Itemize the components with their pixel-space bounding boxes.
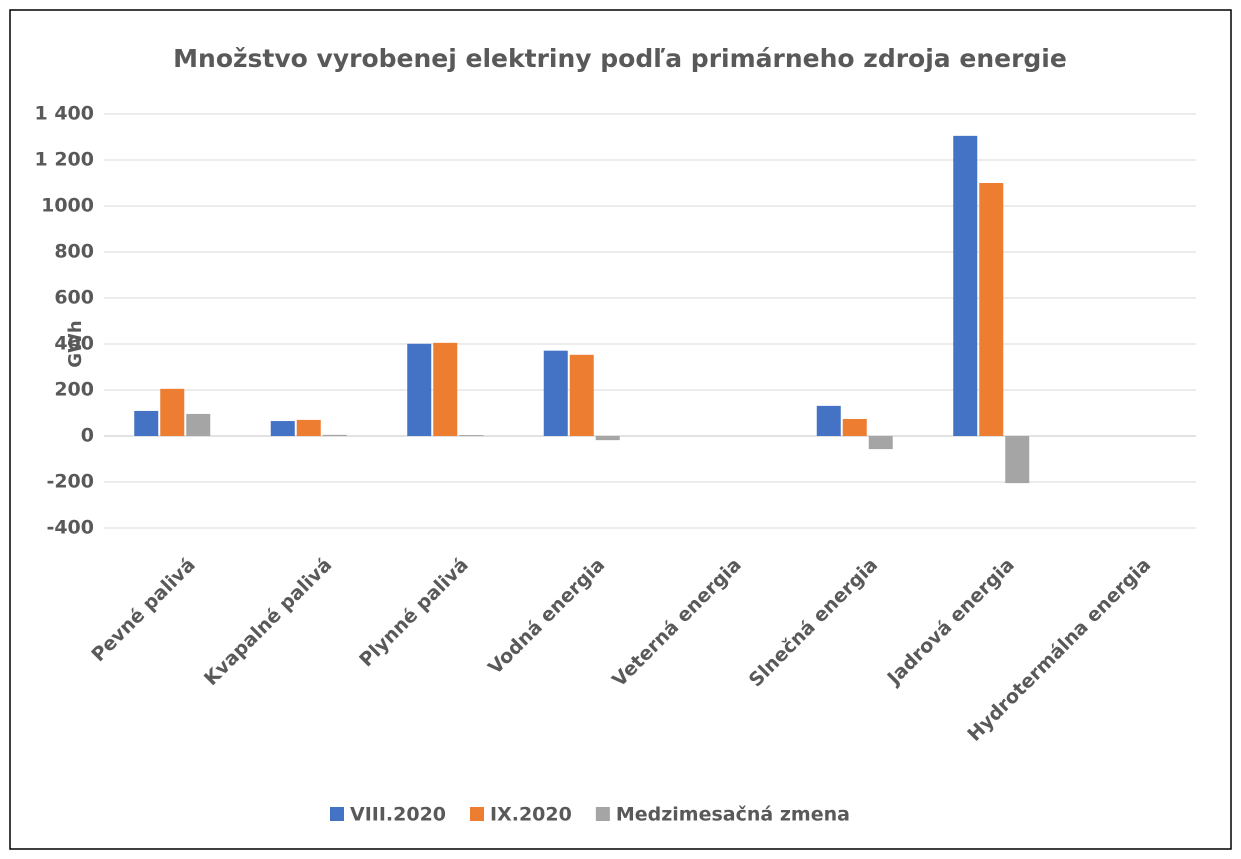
chart-title: Množstvo vyrobenej elektriny podľa primá… <box>173 44 1067 73</box>
bar <box>322 434 347 436</box>
legend-swatch <box>470 807 485 821</box>
bar <box>868 436 893 450</box>
y-tick-label: 1 200 <box>35 149 95 171</box>
y-tick-label: 200 <box>54 379 94 401</box>
bar <box>543 350 568 436</box>
bar <box>979 183 1004 436</box>
y-tick-label: 0 <box>81 425 94 447</box>
bar <box>407 343 432 436</box>
bar <box>569 354 594 436</box>
bar <box>953 135 978 436</box>
y-tick-label: 600 <box>54 287 94 309</box>
bar <box>595 436 620 441</box>
bar <box>433 342 458 436</box>
bar <box>160 388 185 436</box>
bar <box>459 435 484 436</box>
y-axis-label: GWh <box>65 320 86 367</box>
bar <box>186 413 211 436</box>
bar <box>296 419 321 436</box>
bar <box>270 421 295 436</box>
bar <box>1005 436 1030 484</box>
y-tick-label: 800 <box>54 241 94 263</box>
legend-label: VIII.2020 <box>350 804 446 826</box>
bar <box>134 410 159 436</box>
legend-swatch <box>330 807 344 821</box>
legend-label: Medzimesačná zmena <box>616 804 850 826</box>
y-tick-label: -400 <box>46 517 94 539</box>
y-tick-label: 400 <box>54 333 94 355</box>
bar <box>816 405 841 436</box>
y-tick-label: 1000 <box>41 195 94 217</box>
y-tick-label: -200 <box>46 471 94 493</box>
bar <box>842 418 867 436</box>
chart-frame <box>9 9 1232 850</box>
legend-label: IX.2020 <box>490 804 572 826</box>
y-tick-label: 1 400 <box>35 103 95 125</box>
legend-swatch <box>595 807 610 821</box>
